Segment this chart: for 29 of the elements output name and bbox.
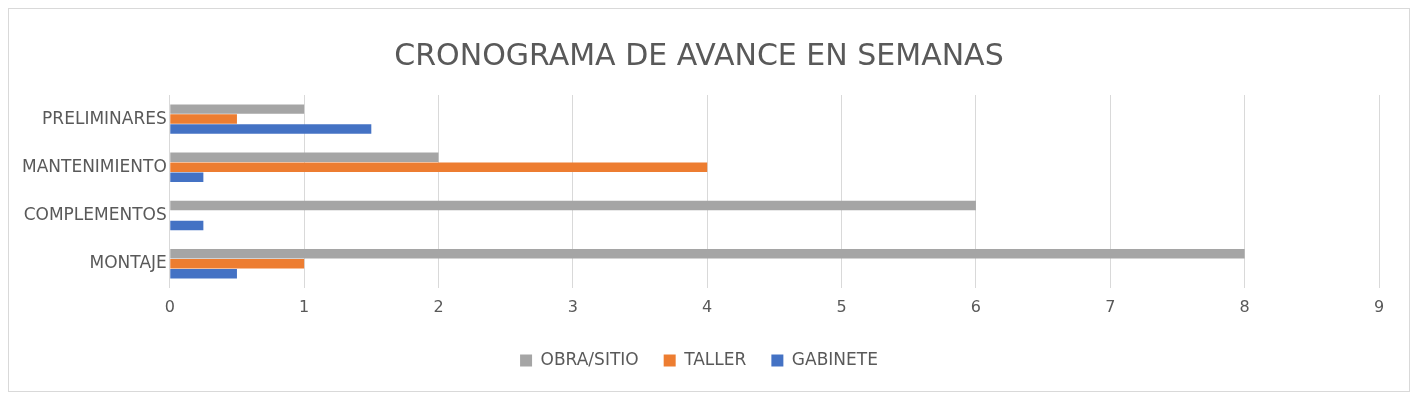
bar: [170, 124, 372, 134]
y-tick-label: PRELIMINARES: [42, 107, 167, 128]
x-tick-label: 1: [299, 296, 310, 316]
bar: [170, 172, 204, 182]
x-tick-label: 8: [1239, 296, 1250, 316]
legend-label: OBRA/SITIO: [540, 348, 639, 369]
legend-label: GABINETE: [791, 348, 878, 369]
y-tick-label: MANTENIMIENTO: [21, 155, 167, 176]
x-tick-label: 2: [433, 296, 444, 316]
bar: [170, 258, 305, 269]
x-tick-label: 4: [702, 296, 713, 316]
x-tick-label: 9: [1373, 296, 1385, 316]
bar: [170, 220, 204, 231]
x-tick-label: 3: [567, 296, 578, 316]
x-tick-label: 0: [164, 296, 175, 316]
bar: [170, 152, 439, 163]
bar: [170, 249, 1245, 259]
legend-label: TALLER: [683, 348, 747, 369]
bar: [170, 268, 237, 279]
y-tick-label: COMPLEMENTOS: [23, 203, 167, 224]
bar: [170, 162, 708, 173]
bar: [170, 104, 305, 114]
x-tick-label: 6: [970, 296, 982, 316]
x-tick-label: 5: [836, 296, 847, 316]
y-tick-label: MONTAJE: [89, 252, 167, 273]
chart-title: CRONOGRAMA DE AVANCE EN SEMANAS: [394, 36, 1004, 72]
bar: [170, 114, 237, 124]
x-tick-label: 7: [1105, 296, 1116, 316]
bar: [170, 200, 976, 211]
